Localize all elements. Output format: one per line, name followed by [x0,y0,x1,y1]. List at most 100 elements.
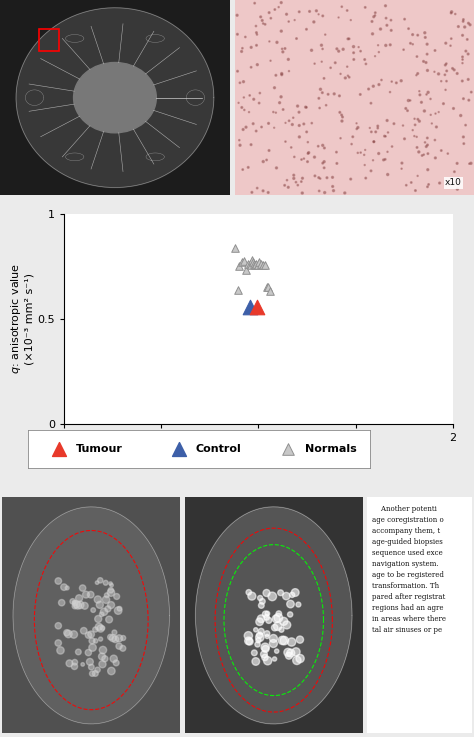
Point [382,13,390,24]
Point [267,13,274,24]
Point [278,43,286,55]
Point [85,629,92,641]
Point [362,58,370,70]
Point [279,46,287,57]
Point [298,175,305,187]
Point [303,126,310,138]
Point [96,599,104,611]
Point [261,259,269,271]
Point [107,599,115,611]
Point [319,139,327,151]
Point [81,600,89,612]
Point [274,621,282,632]
Point [303,102,310,113]
Point [418,97,425,108]
Point [281,179,289,191]
Point [381,130,388,142]
Point [84,646,92,658]
Point [255,635,262,646]
Point [465,158,473,170]
Point [271,653,278,665]
Point [401,133,408,144]
Point [422,141,430,153]
Point [447,32,455,44]
Point [271,82,278,94]
Point [357,147,365,158]
Point [420,105,428,117]
Point [449,63,456,74]
Point [387,14,395,26]
Point [416,115,423,127]
Point [108,579,115,591]
Point [257,613,265,625]
Point [344,33,352,45]
Text: Tumour: Tumour [76,444,123,454]
Point [89,668,96,680]
Point [320,156,328,167]
Point [447,40,454,52]
Point [295,598,302,610]
Point [375,46,383,58]
Point [295,106,303,118]
Point [365,83,373,95]
Point [338,115,346,127]
Point [246,301,254,313]
Text: x10: x10 [445,178,462,187]
Point [255,259,262,271]
Point [248,254,255,266]
Point [314,140,322,152]
Point [97,633,104,645]
Point [233,10,241,21]
Point [274,612,282,624]
Point [377,23,384,35]
Text: Normals: Normals [305,444,356,454]
Point [89,642,96,654]
Point [303,24,310,35]
Point [312,5,320,17]
Point [251,647,258,659]
Point [286,609,294,621]
Point [407,38,414,49]
Point [310,16,318,28]
Point [402,102,410,114]
Point [259,259,267,271]
Point [283,590,290,602]
Point [339,43,347,55]
Point [324,88,332,100]
Point [75,593,83,604]
Point [235,97,242,109]
Point [390,118,398,130]
Point [110,626,118,638]
Point [408,177,415,189]
Point [251,0,258,9]
Point [295,119,303,131]
Point [311,170,319,182]
Point [413,51,421,63]
Point [273,36,281,48]
Point [350,47,357,59]
Point [272,69,280,81]
Point [283,619,291,631]
Point [374,120,382,132]
Point [427,93,434,105]
Point [107,578,114,590]
Point [382,40,390,52]
Point [440,98,447,110]
Point [254,638,261,650]
Point [251,258,258,270]
Point [451,8,459,20]
Point [404,105,411,116]
Point [357,45,365,57]
Point [462,119,469,131]
Point [257,258,265,270]
Point [444,147,452,159]
Point [428,118,436,130]
Point [460,93,467,105]
Point [296,653,304,665]
Point [335,45,343,57]
Point [401,13,409,25]
Point [287,647,294,659]
Point [247,61,255,73]
Point [98,609,105,621]
Point [103,590,110,601]
